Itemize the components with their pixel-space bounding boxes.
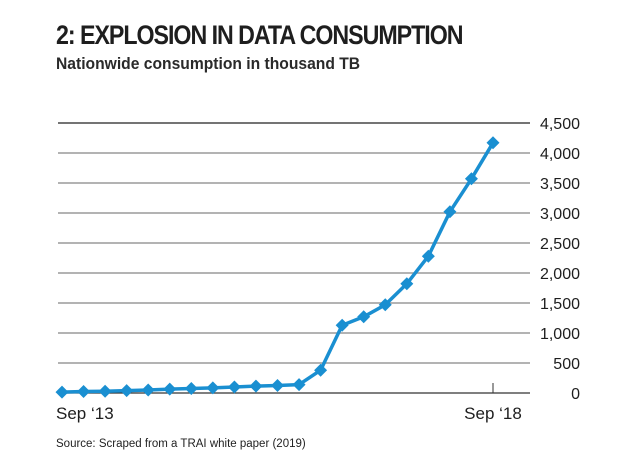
data-point-marker	[271, 379, 284, 392]
data-point-marker	[249, 379, 263, 393]
chart-title: 2: EXPLOSION IN DATA CONSUMPTION	[56, 20, 463, 50]
data-point-marker	[141, 383, 155, 397]
y-tick-label: 0	[571, 386, 580, 403]
data-point-marker	[55, 385, 69, 399]
data-point-marker	[227, 380, 241, 394]
data-point-marker	[335, 318, 349, 332]
data-point-marker	[120, 384, 134, 398]
x-tick-label: Sep ‘13	[56, 404, 114, 423]
y-axis-tick-labels: 0 500 1,000 1,500 2,000 2,500 3,000 3,500 4,000 4…	[540, 116, 580, 403]
y-tick-label: 4,000	[540, 146, 580, 163]
data-point-marker	[400, 277, 414, 291]
x-axis: Sep ‘13 Sep ‘18	[56, 383, 522, 423]
data-point-marker	[464, 172, 478, 186]
y-tick-label: 3,000	[540, 206, 580, 223]
data-point-marker	[206, 381, 220, 395]
data-point-marker	[443, 205, 457, 219]
data-point-marker	[98, 384, 112, 398]
data-point-marker	[378, 298, 392, 312]
data-point-marker	[184, 382, 198, 395]
y-tick-label: 1,000	[540, 326, 580, 343]
data-point-marker	[292, 378, 306, 392]
y-tick-label: 2,500	[540, 236, 580, 253]
y-tick-label: 1,500	[540, 296, 580, 313]
series-markers	[55, 136, 500, 399]
series-line-path	[60, 141, 495, 394]
data-point-marker	[163, 382, 177, 396]
y-tick-label: 2,000	[540, 266, 580, 283]
y-tick-label: 500	[553, 356, 580, 373]
data-point-marker	[421, 249, 435, 263]
data-point-marker	[314, 363, 328, 377]
x-tick-label: Sep ‘18	[464, 404, 522, 423]
y-tick-label: 4,500	[540, 116, 580, 133]
data-point-marker	[486, 136, 500, 150]
source-note: Source: Scraped from a TRAI white paper …	[56, 438, 306, 450]
data-point-marker	[77, 385, 91, 398]
gridlines	[58, 122, 530, 394]
series-line	[60, 141, 495, 394]
chart-subtitle: Nationwide consumption in thousand TB	[56, 54, 361, 73]
data-point-marker	[357, 310, 371, 324]
y-tick-label: 3,500	[540, 176, 580, 193]
